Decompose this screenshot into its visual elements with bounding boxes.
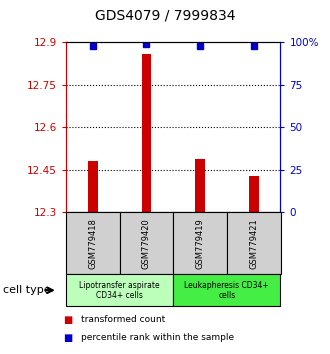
Bar bbox=[142, 54, 151, 212]
Text: Leukapheresis CD34+
cells: Leukapheresis CD34+ cells bbox=[184, 281, 269, 300]
Text: GSM779421: GSM779421 bbox=[249, 218, 258, 269]
Text: GSM779418: GSM779418 bbox=[88, 218, 97, 269]
Text: transformed count: transformed count bbox=[81, 315, 165, 324]
Text: GSM779419: GSM779419 bbox=[196, 218, 205, 269]
Text: ■: ■ bbox=[63, 315, 72, 325]
Bar bbox=[195, 159, 205, 212]
Text: cell type: cell type bbox=[3, 285, 51, 295]
Text: GSM779420: GSM779420 bbox=[142, 218, 151, 269]
Text: GDS4079 / 7999834: GDS4079 / 7999834 bbox=[95, 9, 235, 23]
Text: ■: ■ bbox=[63, 333, 72, 343]
Text: Lipotransfer aspirate
CD34+ cells: Lipotransfer aspirate CD34+ cells bbox=[79, 281, 160, 300]
Bar bbox=[249, 176, 258, 212]
Text: percentile rank within the sample: percentile rank within the sample bbox=[81, 333, 234, 342]
Bar bbox=[88, 161, 98, 212]
